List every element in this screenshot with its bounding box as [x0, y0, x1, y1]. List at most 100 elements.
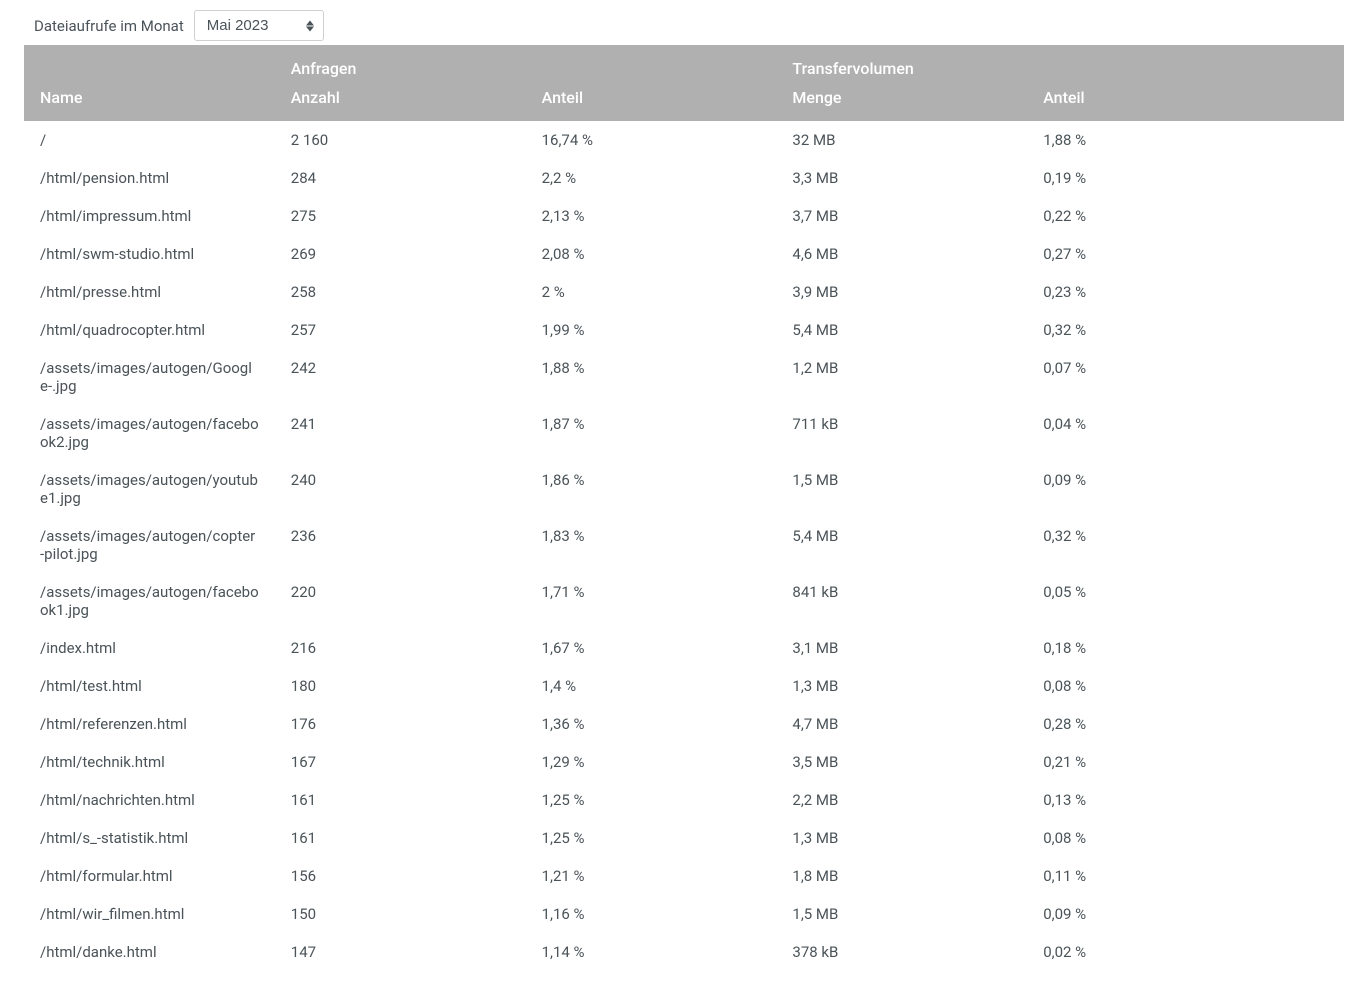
cell-share1: 1,83 % [526, 517, 777, 573]
cell-amount: 3,3 MB [776, 159, 1027, 197]
cell-amount: 2,2 MB [776, 781, 1027, 819]
cell-share1: 1,67 % [526, 629, 777, 667]
cell-name: /assets/images/autogen/youtube1.jpg [24, 461, 275, 517]
col-header-amount[interactable]: Menge [776, 84, 1027, 121]
col-header-count[interactable]: Anzahl [275, 84, 526, 121]
cell-amount: 711 kB [776, 405, 1027, 461]
cell-count: 236 [275, 517, 526, 573]
cell-name: /html/impressum.html [24, 197, 275, 235]
cell-share1: 2 % [526, 273, 777, 311]
cell-amount: 378 kB [776, 933, 1027, 971]
cell-count: 220 [275, 573, 526, 629]
cell-amount: 32 MB [776, 121, 1027, 159]
cell-count: 275 [275, 197, 526, 235]
cell-count: 240 [275, 461, 526, 517]
header-spacer [24, 45, 275, 84]
cell-share1: 1,29 % [526, 743, 777, 781]
cell-share2: 0,28 % [1027, 705, 1344, 743]
cell-name: /html/nachrichten.html [24, 781, 275, 819]
cell-name: /html/swm-studio.html [24, 235, 275, 273]
table-row: /assets/images/autogen/youtube1.jpg2401,… [24, 461, 1344, 517]
cell-share2: 0,23 % [1027, 273, 1344, 311]
cell-share2: 0,09 % [1027, 461, 1344, 517]
cell-share1: 2,13 % [526, 197, 777, 235]
table-row: /assets/images/autogen/copter-pilot.jpg2… [24, 517, 1344, 573]
cell-share1: 2,08 % [526, 235, 777, 273]
table-row: /html/impressum.html2752,13 %3,7 MB0,22 … [24, 197, 1344, 235]
cell-name: /html/pension.html [24, 159, 275, 197]
cell-amount: 1,3 MB [776, 819, 1027, 857]
cell-share1: 1,25 % [526, 819, 777, 857]
table-row: /html/formular.html1561,21 %1,8 MB0,11 % [24, 857, 1344, 895]
cell-count: 242 [275, 349, 526, 405]
table-header-group-row: Anfragen Transfervolumen [24, 45, 1344, 84]
cell-share1: 2,2 % [526, 159, 777, 197]
table-row: /html/swm-studio.html2692,08 %4,6 MB0,27… [24, 235, 1344, 273]
table-row: /html/s_-statistik.html1611,25 %1,3 MB0,… [24, 819, 1344, 857]
cell-share2: 0,13 % [1027, 781, 1344, 819]
cell-count: 180 [275, 667, 526, 705]
cell-name: /assets/images/autogen/copter-pilot.jpg [24, 517, 275, 573]
table-body: /2 16016,74 %32 MB1,88 %/html/pension.ht… [24, 121, 1344, 971]
table-row: /assets/images/autogen/facebook2.jpg2411… [24, 405, 1344, 461]
cell-count: 161 [275, 819, 526, 857]
cell-name: /assets/images/autogen/facebook1.jpg [24, 573, 275, 629]
cell-count: 284 [275, 159, 526, 197]
cell-amount: 1,2 MB [776, 349, 1027, 405]
cell-amount: 5,4 MB [776, 517, 1027, 573]
cell-amount: 1,5 MB [776, 895, 1027, 933]
cell-amount: 841 kB [776, 573, 1027, 629]
cell-share1: 1,71 % [526, 573, 777, 629]
table-header-sub-row: Name Anzahl Anteil Menge Anteil [24, 84, 1344, 121]
cell-name: /html/presse.html [24, 273, 275, 311]
cell-count: 176 [275, 705, 526, 743]
table-row: /html/nachrichten.html1611,25 %2,2 MB0,1… [24, 781, 1344, 819]
cell-name: /html/referenzen.html [24, 705, 275, 743]
cell-count: 167 [275, 743, 526, 781]
cell-share2: 0,08 % [1027, 667, 1344, 705]
table-row: /html/presse.html2582 %3,9 MB0,23 % [24, 273, 1344, 311]
cell-amount: 5,4 MB [776, 311, 1027, 349]
cell-share2: 0,04 % [1027, 405, 1344, 461]
month-select[interactable]: Mai 2023 [194, 10, 324, 41]
cell-amount: 4,6 MB [776, 235, 1027, 273]
cell-count: 2 160 [275, 121, 526, 159]
cell-name: /index.html [24, 629, 275, 667]
cell-share2: 0,32 % [1027, 517, 1344, 573]
cell-name: /html/test.html [24, 667, 275, 705]
cell-share2: 0,09 % [1027, 895, 1344, 933]
cell-count: 150 [275, 895, 526, 933]
table-row: /html/pension.html2842,2 %3,3 MB0,19 % [24, 159, 1344, 197]
cell-share2: 0,32 % [1027, 311, 1344, 349]
col-header-name[interactable]: Name [24, 84, 275, 121]
cell-amount: 1,5 MB [776, 461, 1027, 517]
cell-name: /html/quadrocopter.html [24, 311, 275, 349]
table-row: /2 16016,74 %32 MB1,88 % [24, 121, 1344, 159]
cell-share2: 0,08 % [1027, 819, 1344, 857]
table-row: /html/quadrocopter.html2571,99 %5,4 MB0,… [24, 311, 1344, 349]
filter-bar: Dateiaufrufe im Monat Mai 2023 [24, 10, 1344, 41]
cell-share2: 0,11 % [1027, 857, 1344, 895]
cell-share1: 1,88 % [526, 349, 777, 405]
table-row: /html/danke.html1471,14 %378 kB0,02 % [24, 933, 1344, 971]
cell-amount: 3,9 MB [776, 273, 1027, 311]
filter-label: Dateiaufrufe im Monat [34, 17, 184, 35]
cell-amount: 3,7 MB [776, 197, 1027, 235]
cell-share2: 0,02 % [1027, 933, 1344, 971]
cell-share1: 1,86 % [526, 461, 777, 517]
cell-name: /assets/images/autogen/facebook2.jpg [24, 405, 275, 461]
table-row: /html/technik.html1671,29 %3,5 MB0,21 % [24, 743, 1344, 781]
col-header-share2[interactable]: Anteil [1027, 84, 1344, 121]
cell-share2: 0,07 % [1027, 349, 1344, 405]
cell-name: /assets/images/autogen/Google-.jpg [24, 349, 275, 405]
cell-share1: 1,25 % [526, 781, 777, 819]
col-header-share1[interactable]: Anteil [526, 84, 777, 121]
cell-share1: 16,74 % [526, 121, 777, 159]
cell-amount: 3,1 MB [776, 629, 1027, 667]
cell-name: /html/danke.html [24, 933, 275, 971]
cell-share2: 0,22 % [1027, 197, 1344, 235]
cell-share1: 1,4 % [526, 667, 777, 705]
cell-share2: 0,19 % [1027, 159, 1344, 197]
cell-share2: 0,27 % [1027, 235, 1344, 273]
cell-amount: 4,7 MB [776, 705, 1027, 743]
